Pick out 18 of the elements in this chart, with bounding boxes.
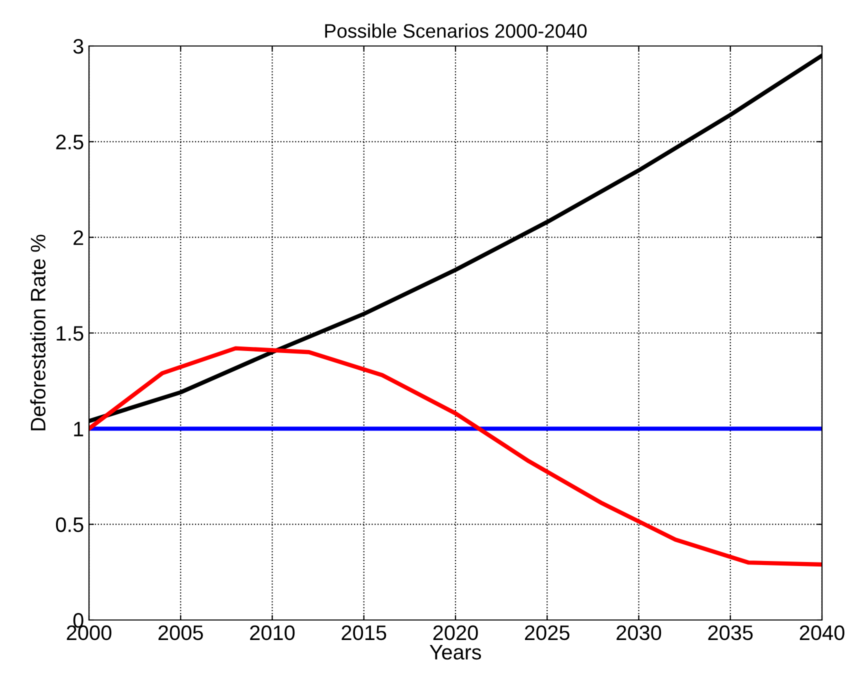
line-series <box>89 346 822 567</box>
x-tick-label: 2025 <box>525 625 570 640</box>
y-axis-title: Deforestation Rate % <box>30 234 46 430</box>
x-tick-label: 2015 <box>342 625 386 640</box>
y-tick-label: 1.5 <box>56 326 84 341</box>
x-tick-label: 2010 <box>250 625 295 640</box>
y-tick-label: 2 <box>74 230 84 245</box>
x-tick-label: 2030 <box>616 625 662 640</box>
y-tick-label: 3 <box>73 39 84 54</box>
y-tick-label: 1 <box>74 422 84 436</box>
x-axis-title: Years <box>430 645 482 660</box>
x-tick-label: 2040 <box>800 625 844 640</box>
y-tick-label: 2.5 <box>56 134 84 150</box>
chart-title: Possible Scenarios 2000-2040 <box>325 24 587 38</box>
x-tick-label: 2005 <box>158 625 203 640</box>
y-tick-label: 0.5 <box>56 517 84 532</box>
x-tick-label: 2035 <box>708 625 753 640</box>
x-tick-label: 2020 <box>433 625 478 640</box>
